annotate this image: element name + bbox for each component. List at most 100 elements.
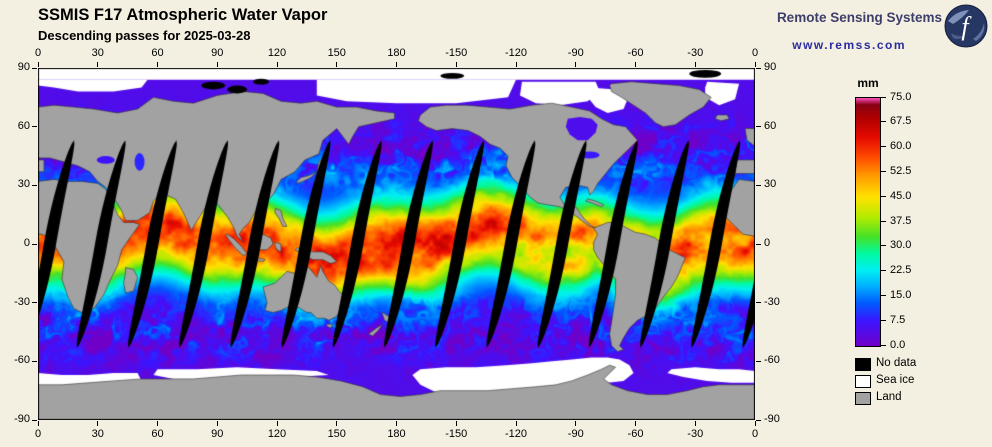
colorbar-tick-label: 30.0 [890, 239, 912, 252]
lat-tick-mark-left [32, 360, 37, 362]
colorbar-tick-mark [881, 245, 886, 247]
lon-tick-label-top: 30 [91, 47, 104, 59]
legend-label-land: Land [876, 391, 902, 403]
colorbar-tick-mark [881, 195, 886, 197]
lon-tick-mark-top [575, 62, 577, 67]
lat-tick-label-right: -30 [764, 295, 780, 308]
lon-tick-label-top: -90 [567, 47, 584, 59]
lon-tick-label-bottom: -120 [504, 428, 528, 440]
colorbar-tick-label: 67.5 [890, 115, 912, 128]
colorbar-tick-label: 52.5 [890, 164, 912, 177]
globe-swirl-icon [948, 10, 969, 24]
colorbar-tick-mark [881, 319, 886, 321]
lat-tick-label-left: -90 [14, 413, 30, 425]
colorbar-tick-mark [881, 170, 886, 172]
colorbar-tick-mark [881, 344, 886, 346]
lon-tick-label-bottom: -60 [627, 428, 644, 440]
world-map-canvas [38, 68, 755, 420]
colorbar-tick-mark [881, 121, 886, 123]
globe-letter: f [961, 12, 972, 41]
legend-swatch-no-data [855, 358, 871, 371]
colorbar-tick-label: 37.5 [890, 214, 912, 227]
colorbar-tick-label: 45.0 [890, 189, 912, 202]
lon-tick-label-bottom: 0 [34, 428, 42, 440]
legend-swatch-land [855, 392, 871, 405]
lon-tick-mark-top [336, 62, 338, 67]
lon-tick-mark-top [37, 62, 39, 67]
legend-swatch-sea-ice [855, 375, 871, 388]
lon-tick-mark-top [276, 62, 278, 67]
lat-tick-mark-right [756, 184, 761, 186]
page-subtitle: Descending passes for 2025-03-28 [38, 28, 251, 43]
lon-tick-label-top: 120 [267, 47, 287, 59]
colorbar [855, 97, 881, 347]
lat-tick-mark-right [756, 360, 761, 362]
lon-tick-label-top: -120 [504, 47, 528, 59]
colorbar-tick-label: 15.0 [890, 288, 912, 301]
lon-tick-label-bottom: 90 [211, 428, 224, 440]
brand-name: Remote Sensing Systems [776, 10, 942, 25]
lat-tick-mark-right [756, 302, 761, 304]
lon-tick-label-bottom: -150 [445, 428, 468, 440]
lon-tick-label-top: 0 [751, 47, 759, 59]
colorbar-tick-mark [881, 270, 886, 272]
lon-tick-mark-top [635, 62, 636, 67]
lat-tick-label-left: -60 [14, 354, 30, 367]
lat-tick-label-left: 90 [17, 61, 30, 73]
lat-tick-label-right: -60 [764, 354, 780, 367]
lat-tick-label-left: 30 [17, 178, 30, 191]
lon-tick-mark-bottom [97, 421, 99, 426]
colorbar-tick-mark [881, 96, 886, 98]
lon-tick-mark-bottom [754, 421, 756, 426]
lon-tick-mark-top [694, 62, 696, 67]
lat-tick-mark-left [32, 419, 37, 421]
lon-tick-mark-bottom [336, 421, 338, 426]
lat-tick-label-left: 0 [23, 237, 30, 249]
brand-url: www.remss.com [792, 38, 906, 52]
legend-label-sea-ice: Sea ice [876, 374, 915, 386]
lat-tick-label-right: 30 [764, 178, 777, 191]
colorbar-tick-mark [881, 294, 886, 296]
lat-tick-mark-left [32, 243, 37, 245]
lon-tick-label-top: 90 [211, 47, 224, 59]
lat-tick-mark-right [756, 67, 761, 69]
lon-tick-label-bottom: 120 [267, 428, 287, 440]
lon-tick-label-top: 0 [34, 47, 42, 59]
lon-tick-mark-bottom [216, 421, 218, 426]
globe-swirl-icon [951, 33, 965, 40]
colorbar-unit-label: mm [857, 76, 879, 90]
lon-tick-label-bottom: 30 [91, 428, 104, 440]
lon-tick-mark-top [754, 62, 756, 67]
lon-tick-label-bottom: 150 [327, 428, 346, 440]
lon-tick-mark-bottom [575, 421, 577, 426]
lat-tick-label-right: 60 [764, 119, 777, 132]
lon-tick-mark-bottom [455, 421, 457, 426]
colorbar-tick-mark [881, 220, 886, 222]
lon-tick-label-bottom: 60 [151, 428, 164, 440]
colorbar-tick-label: 22.5 [890, 264, 912, 277]
lat-tick-mark-right [756, 126, 761, 128]
lat-tick-mark-right [756, 243, 761, 245]
colorbar-tick-mark [881, 146, 886, 148]
lat-tick-mark-left [32, 184, 37, 186]
lat-tick-mark-left [32, 302, 37, 304]
lat-tick-mark-left [32, 126, 37, 128]
lon-tick-label-bottom: 180 [387, 428, 406, 440]
lon-tick-mark-bottom [515, 421, 517, 426]
lat-tick-label-left: 60 [17, 119, 30, 132]
lon-tick-label-top: -150 [445, 47, 468, 59]
lon-tick-label-bottom: 0 [751, 428, 759, 440]
lat-tick-label-right: 90 [764, 61, 777, 73]
brand-globe-logo: f [944, 4, 988, 48]
lon-tick-mark-top [396, 62, 397, 67]
lon-tick-mark-top [216, 62, 218, 67]
lon-tick-label-top: 180 [387, 47, 406, 59]
colorbar-tick-label: 75.0 [890, 90, 912, 103]
lon-tick-label-bottom: -90 [567, 428, 584, 440]
lat-tick-label-right: -90 [764, 413, 780, 425]
lat-tick-mark-right [756, 419, 761, 421]
globe-swirl-icon [973, 23, 985, 41]
lon-tick-label-top: -60 [627, 47, 644, 59]
colorbar-tick-label: 0.0 [890, 338, 906, 351]
lon-tick-mark-bottom [694, 421, 696, 426]
